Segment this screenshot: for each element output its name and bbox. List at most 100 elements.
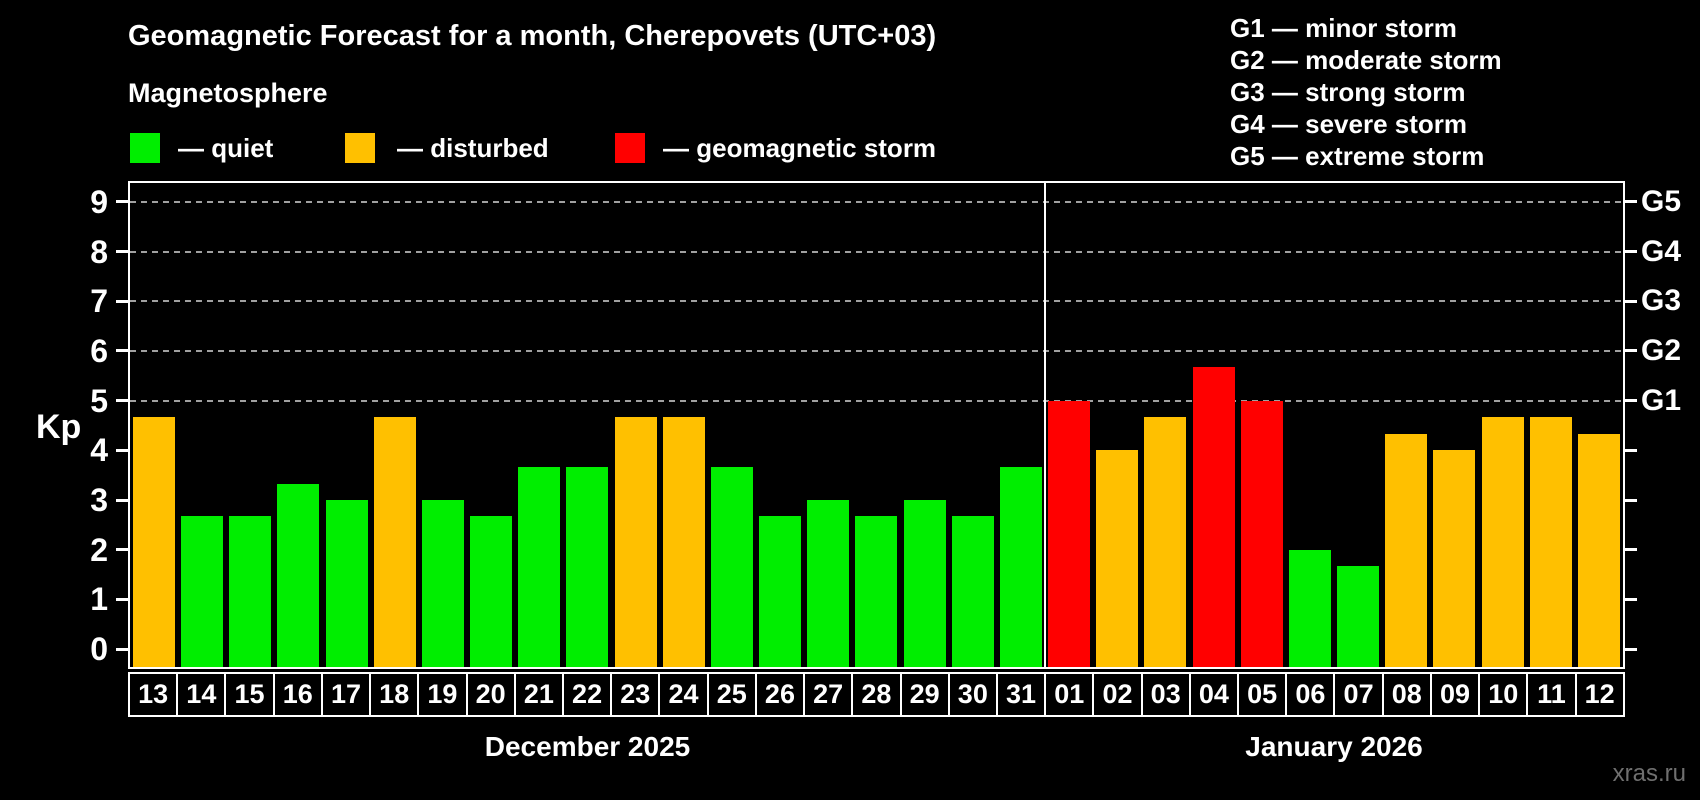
y-tick-right-7 [1625, 299, 1637, 303]
bar-day-06 [1288, 549, 1331, 667]
g-scale-label-g1: G1 [1641, 383, 1682, 417]
day-label-15: 15 [226, 674, 275, 715]
day-label-26: 26 [757, 674, 806, 715]
y-tick-label-8: 8 [90, 233, 108, 270]
day-label-12: 12 [1584, 679, 1615, 709]
day-label-11: 11 [1528, 674, 1577, 715]
y-tick-label-6: 6 [90, 332, 108, 369]
y-tick-right-8 [1625, 250, 1637, 254]
bar-day-20 [470, 516, 513, 667]
y-tick-left-0 [116, 647, 128, 651]
day-label-21: 21 [516, 674, 564, 715]
page-title: Geomagnetic Forecast for a month, Cherep… [128, 20, 937, 52]
bar-day-23 [614, 417, 657, 667]
bar-day-01 [1048, 400, 1091, 667]
gridline-g2 [130, 349, 1623, 352]
plot-area: G1 G2 G3 G4 G5 0 1 2 3 4 5 6 7 8 9 [90, 181, 1681, 669]
bar-day-21 [518, 466, 561, 667]
legend-swatch-quiet [130, 133, 160, 163]
y-tick-left-6 [116, 349, 128, 353]
day-label-30: 30 [950, 674, 998, 715]
y-tick-left-7 [116, 299, 128, 303]
y-tick-right-0 [1625, 647, 1637, 651]
bar-day-07 [1337, 566, 1380, 667]
day-label-19: 19 [419, 674, 468, 715]
bar-day-08 [1385, 433, 1428, 667]
y-tick-left-5 [116, 399, 128, 403]
bar-day-27 [807, 500, 850, 667]
bar-day-29 [903, 500, 946, 667]
y-tick-left-2 [116, 548, 128, 552]
y-tick-right-6 [1625, 349, 1637, 353]
y-tick-right-5 [1625, 399, 1637, 403]
day-label-24: 24 [660, 674, 709, 715]
day-label-08: 08 [1384, 674, 1432, 715]
day-label-18: 18 [371, 674, 420, 715]
storm-scale-line-1: G1 — minor storm [1230, 13, 1457, 43]
bar-day-26 [759, 516, 802, 667]
bar-day-15 [229, 516, 272, 667]
bar-day-17 [325, 500, 368, 667]
g-scale-label-g5: G5 [1641, 184, 1682, 218]
legend-swatch-storm [615, 133, 645, 163]
day-label-25: 25 [709, 674, 757, 715]
g-scale-label-g2: G2 [1641, 333, 1682, 367]
gridline-g3 [130, 300, 1623, 303]
y-tick-left-4 [116, 448, 128, 452]
y-tick-left-1 [116, 597, 128, 601]
day-label-05: 05 [1239, 674, 1288, 715]
day-label-06: 06 [1287, 674, 1336, 715]
day-label-07: 07 [1335, 674, 1384, 715]
y-tick-left-8 [116, 250, 128, 254]
day-label-02: 02 [1094, 674, 1143, 715]
storm-scale-line-2: G2 — moderate storm [1230, 45, 1502, 75]
day-axis: 13 14 15 16 17 18 19 20 21 22 23 24 25 26 27 28 29 30 31 01… [128, 672, 1625, 717]
bar-day-03 [1144, 417, 1187, 667]
y-tick-right-1 [1625, 597, 1637, 601]
bar-day-12 [1577, 433, 1620, 667]
month-label-january: January 2026 [1245, 731, 1423, 762]
y-tick-left-3 [116, 498, 128, 502]
bar-day-28 [855, 516, 898, 667]
day-label-28: 28 [853, 674, 902, 715]
day-label-01: 01 [1046, 674, 1095, 715]
gridline-g1 [130, 399, 1623, 402]
y-tick-label-9: 9 [90, 183, 108, 220]
y-tick-label-5: 5 [90, 382, 108, 419]
y-tick-right-2 [1625, 548, 1637, 552]
bar-day-13 [133, 417, 175, 667]
y-tick-right-9 [1625, 200, 1637, 204]
chart-subtitle: Magnetosphere [128, 78, 328, 108]
legend-label-storm: — geomagnetic storm [663, 133, 937, 163]
bar-day-04 [1192, 367, 1235, 667]
storm-scale-legend: G1 — minor storm G2 — moderate storm G3 — … [1230, 12, 1502, 172]
bar-day-25 [710, 466, 753, 667]
day-label-10: 10 [1480, 674, 1529, 715]
y-tick-right-4 [1625, 448, 1637, 452]
day-label-29: 29 [902, 674, 950, 715]
y-tick-label-7: 7 [90, 283, 108, 320]
y-tick-label-2: 2 [90, 531, 108, 568]
bar-day-16 [277, 483, 320, 667]
day-label-27: 27 [805, 674, 854, 715]
gridline-g5 [130, 200, 1623, 203]
bar-day-14 [181, 516, 224, 667]
watermark: xras.ru [1612, 760, 1686, 787]
g-scale-label-g4: G4 [1641, 234, 1682, 268]
legend-label-quiet: — quiet [178, 133, 274, 163]
bar-day-30 [951, 516, 994, 667]
bar-day-02 [1096, 450, 1139, 667]
legend-swatch-disturbed [345, 133, 375, 163]
day-label-13: 13 [130, 674, 179, 715]
bar-day-18 [373, 417, 416, 667]
y-tick-right-3 [1625, 498, 1637, 502]
bar-day-09 [1433, 450, 1476, 667]
bar-day-10 [1481, 417, 1524, 667]
month-label-december: December 2025 [484, 731, 691, 762]
day-label-23: 23 [612, 674, 661, 715]
storm-scale-line-3: G3 — strong storm [1230, 77, 1466, 107]
y-tick-left-9 [116, 200, 128, 204]
day-label-22: 22 [564, 674, 613, 715]
day-label-17: 17 [323, 674, 372, 715]
